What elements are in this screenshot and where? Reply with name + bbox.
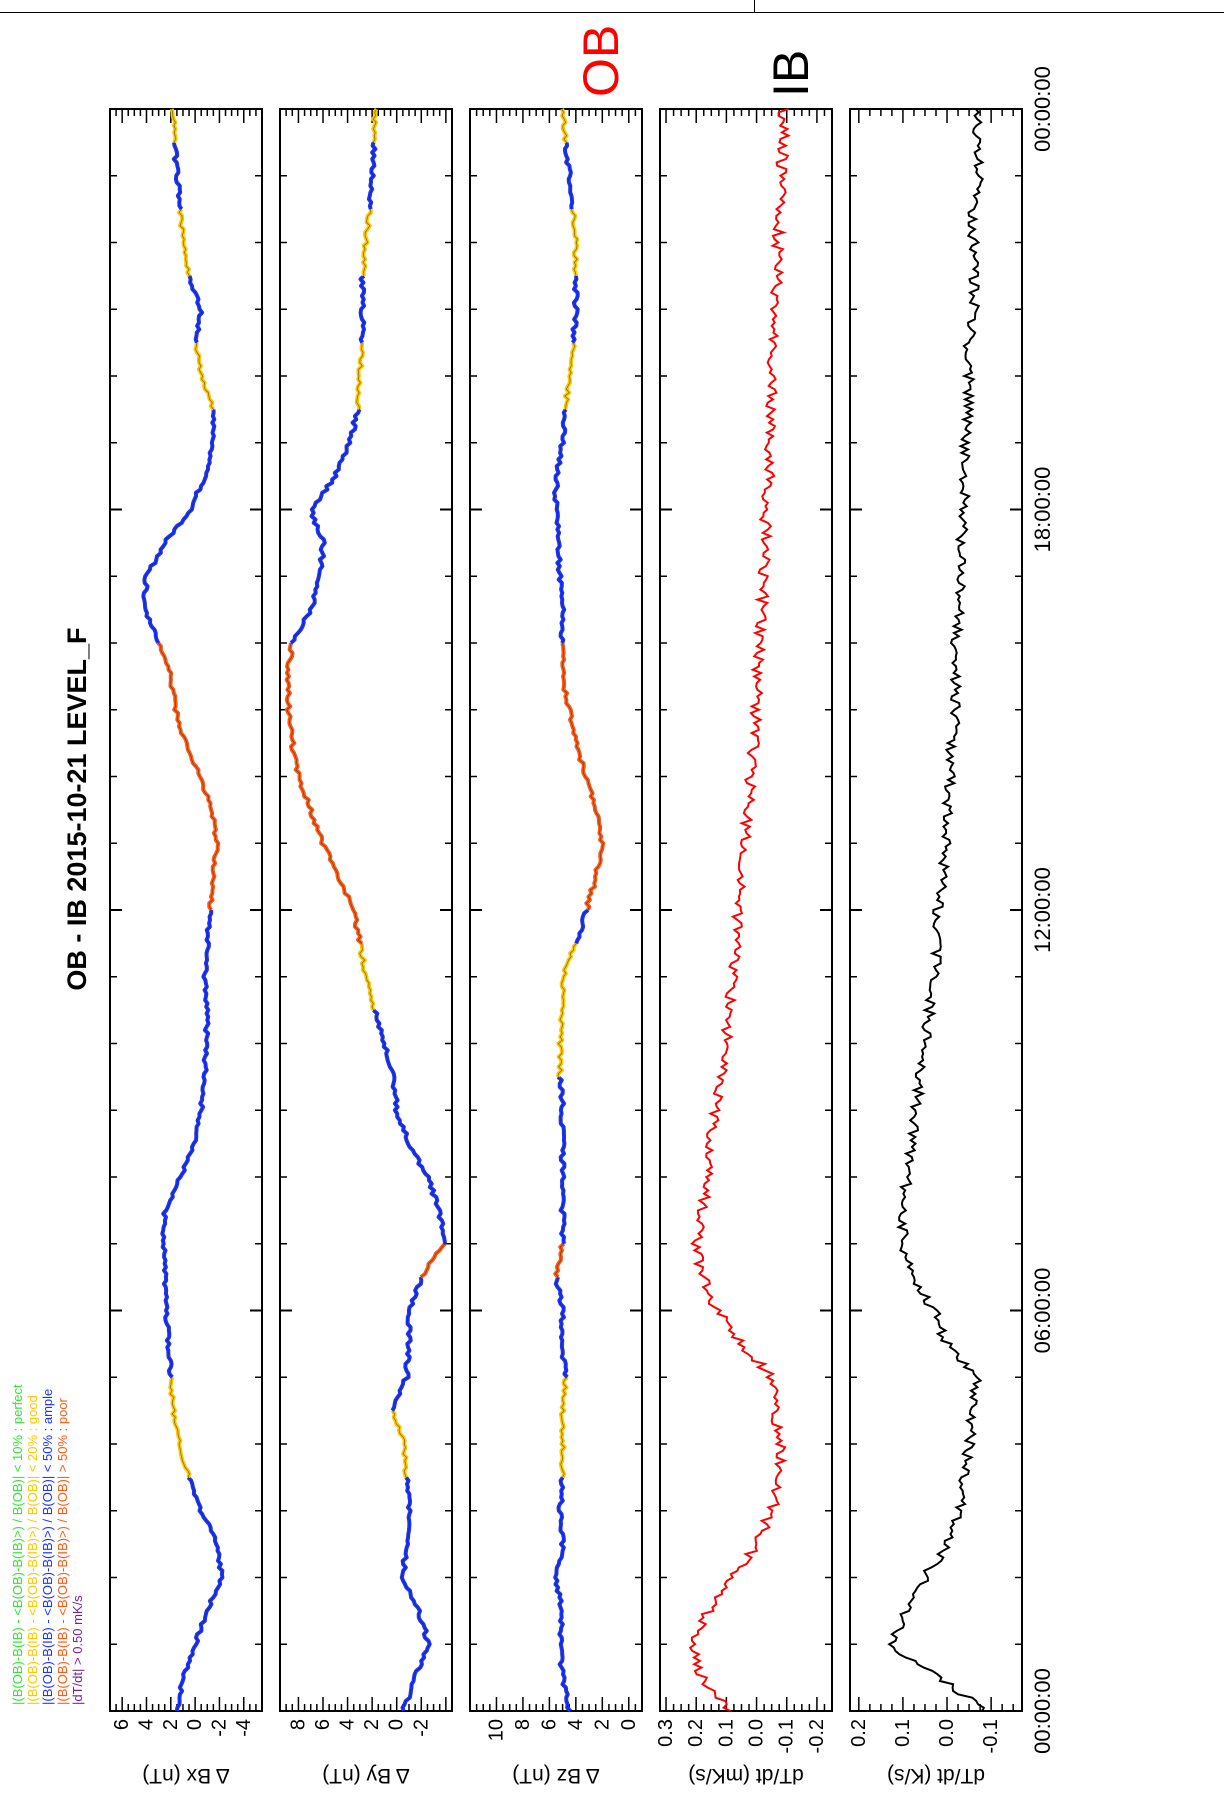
- trace-segment-poor: [284, 642, 364, 945]
- legend-entry-dtdt_flag: |dT/dt| > 0.50 mK/s: [70, 1595, 85, 1705]
- y-axis-label: Δ Bz (nT): [512, 1764, 600, 1787]
- panel-dBz: 10 8 6 4 2 0 Δ Bz (nT): [469, 108, 643, 1787]
- header-divider: [754, 0, 755, 13]
- trace-line: [553, 108, 604, 1712]
- trace-segment-ample: [390, 1276, 424, 1412]
- chart-title: OB - IB 2015-10-21 LEVEL_F: [62, 627, 92, 990]
- header-bar: [0, 0, 1224, 14]
- header-rule: [0, 12, 1224, 13]
- trace-segment-ample: [562, 142, 575, 210]
- y-tick-label: 10: [485, 1719, 507, 1741]
- y-tick-label: -0.2: [806, 1719, 828, 1753]
- legend-entry-poor: |(B(OB)-B(IB) - <B(OB)-B(IB)>) / B(OB)| …: [55, 1397, 70, 1705]
- trace-IB: [887, 108, 986, 1712]
- ob-label: OB: [573, 25, 629, 97]
- time-tick-label: 00:00:00: [1030, 66, 1055, 152]
- trace-segment-poor: [560, 642, 606, 911]
- y-tick-label: 6: [312, 1719, 334, 1730]
- trace-segment-good: [177, 207, 192, 277]
- y-axis-label: Δ Bx (nT): [142, 1764, 230, 1787]
- y-axis-label: dT/dt (K/s): [887, 1764, 985, 1787]
- time-tick-label: 18:00:00: [1030, 467, 1055, 553]
- y-tick-label: -0.1: [980, 1719, 1002, 1753]
- panel-frame: [659, 108, 833, 1712]
- trace-segment-ample: [574, 908, 590, 945]
- time-axis: 00:00:00 06:00:00 12:00:00 18:00:00 00:00:00: [1030, 66, 1055, 1754]
- y-tick-label: 0.3: [655, 1719, 677, 1747]
- trace-segment-ample: [171, 142, 184, 211]
- trace-segment-ample: [289, 408, 362, 645]
- trace-segment-good: [168, 1376, 192, 1479]
- legend: |(B(OB)-B(IB) - <B(OB)-B(IB)>) / B(OB)| …: [10, 1384, 85, 1705]
- y-tick-label: 8: [512, 1719, 534, 1730]
- trace-OB: [688, 108, 791, 1712]
- y-tick-label: 4: [135, 1719, 157, 1730]
- trace-segment-good: [354, 342, 365, 410]
- legend-entry-good: |(B(OB)-B(IB) - <B(OB)-B(IB)>) / B(OB)| …: [25, 1395, 40, 1705]
- time-tick-label: 06:00:00: [1030, 1268, 1055, 1354]
- y-tick-label: -4: [233, 1719, 255, 1737]
- trace-segment-ample: [141, 409, 217, 644]
- panels: 6 4 2 0 -2 -4Δ Bx (nT)8 6 4 2 0 -2Δ By (nT)10 8 6 4 2 0…: [109, 25, 1023, 1787]
- trace-segment-ample: [553, 1476, 572, 1713]
- y-tick-label: -2: [208, 1719, 230, 1737]
- y-tick-label: 0.0: [746, 1719, 768, 1747]
- y-tick-label: 0.1: [892, 1719, 914, 1747]
- y-tick-label: 4: [337, 1719, 359, 1730]
- panel-OB: 0.3 0.2 0.1 0.0 -0.1 -0.2dT/dt (mK/s): [655, 108, 833, 1787]
- y-tick-label: 0: [184, 1719, 206, 1730]
- y-tick-label: 2: [160, 1719, 182, 1730]
- y-tick-label: 0.1: [715, 1719, 737, 1747]
- trace-line: [142, 108, 223, 1712]
- y-tick-label: -0.1: [776, 1719, 798, 1753]
- trace-segment-ample: [552, 408, 568, 644]
- panel-dBy: 8 6 4 2 0 -2 Δ By (nT): [279, 108, 453, 1787]
- y-tick-label: 2: [361, 1719, 383, 1730]
- legend-entry-ample: |(B(OB)-B(IB) - <B(OB)-B(IB)>) / B(OB)| …: [40, 1389, 55, 1705]
- trace-segment-ample: [187, 275, 205, 344]
- panel-IB: 0.2 0.1 0.0 -0.1 dT/dt (K/s): [848, 108, 1023, 1787]
- trace-segment-good: [562, 341, 577, 410]
- time-tick-label: 12:00:00: [1030, 867, 1055, 953]
- y-tick-label: 4: [565, 1719, 587, 1730]
- trace-segment-poor: [156, 641, 221, 911]
- time-tick-label: 00:00:00: [1030, 1668, 1055, 1754]
- y-axis-label: dT/dt (mK/s): [688, 1764, 804, 1787]
- trace-segment-ample: [399, 1476, 432, 1712]
- y-tick-label: 0.0: [936, 1719, 958, 1747]
- y-tick-label: 0: [618, 1719, 640, 1730]
- legend-entry-perfect: |(B(OB)-B(IB) - <B(OB)-B(IB)>) / B(OB)| …: [10, 1384, 25, 1705]
- trace-line: [286, 108, 446, 1712]
- y-tick-label: 6: [111, 1719, 133, 1730]
- panel-frame: [279, 108, 453, 1712]
- trace-segment-poor: [419, 1242, 447, 1279]
- ib-label: IB: [763, 50, 819, 97]
- panel-frame: [469, 108, 643, 1712]
- y-tick-label: 0.2: [848, 1719, 870, 1747]
- y-axis-label: Δ By (nT): [322, 1764, 410, 1787]
- y-tick-label: 6: [538, 1719, 560, 1730]
- y-tick-label: 0.2: [685, 1719, 707, 1747]
- trace-segment-ample: [570, 275, 580, 344]
- trace-segment-good: [193, 342, 216, 411]
- y-tick-label: 2: [591, 1719, 613, 1730]
- y-tick-label: 0: [386, 1719, 408, 1730]
- y-tick-label: 8: [287, 1719, 309, 1730]
- y-tick-label: -2: [410, 1719, 432, 1737]
- panel-dBx: 6 4 2 0 -2 -4 Δ Bx (nT): [109, 108, 263, 1787]
- rotated-plot: OB - IB 2015-10-21 LEVEL_F |(B(OB)-B(IB)…: [10, 25, 1055, 1787]
- trace-segment-ample: [160, 909, 214, 1379]
